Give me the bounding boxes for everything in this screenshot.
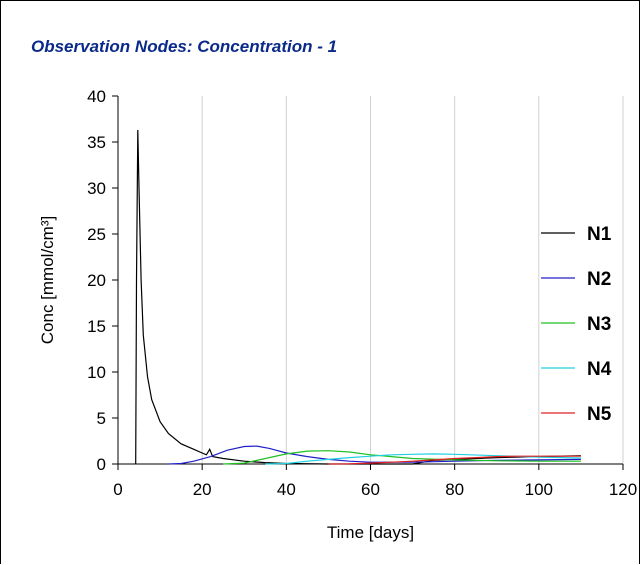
grid-lines xyxy=(201,96,624,464)
y-tick-label: 25 xyxy=(87,225,106,244)
y-tick-label: 0 xyxy=(97,455,106,474)
series-lines xyxy=(135,129,581,465)
legend-label-n5: N5 xyxy=(587,404,612,425)
y-tick-label: 35 xyxy=(87,133,106,152)
y-tick-label: 15 xyxy=(87,317,106,336)
y-tick-label: 20 xyxy=(87,271,106,290)
x-axis-label: Time [days] xyxy=(327,523,414,542)
legend-label-n2: N2 xyxy=(587,269,611,290)
legend-label-n3: N3 xyxy=(587,314,611,335)
x-tick-label: 40 xyxy=(277,480,296,499)
x-tick-label: 0 xyxy=(113,480,122,499)
chart-title: Observation Nodes: Concentration - 1 xyxy=(31,37,338,56)
x-tick-label: 100 xyxy=(525,480,553,499)
x-tick-label: 120 xyxy=(609,480,637,499)
series-line-n2 xyxy=(168,445,581,465)
x-tick-label: 60 xyxy=(361,480,380,499)
series-line-n4 xyxy=(265,453,581,465)
y-tick-label: 30 xyxy=(87,179,106,198)
series-line-n3 xyxy=(223,450,581,465)
series-line-n5 xyxy=(328,455,581,465)
legend-label-n4: N4 xyxy=(587,359,612,380)
axes: 0 5 10 15 20 25 30 35 40 0 20 40 60 80 100 120 xyxy=(87,87,637,499)
x-tick-label: 80 xyxy=(445,480,464,499)
y-tick-label: 5 xyxy=(97,409,106,428)
y-axis-label: Conc [mmol/cm³] xyxy=(38,216,57,344)
y-tick-label: 10 xyxy=(87,363,106,382)
legend-label-n1: N1 xyxy=(587,224,612,245)
y-tick-label: 40 xyxy=(87,87,106,106)
x-tick-label: 20 xyxy=(193,480,212,499)
legend: N1 N2 N3 N4 N5 xyxy=(541,224,612,425)
